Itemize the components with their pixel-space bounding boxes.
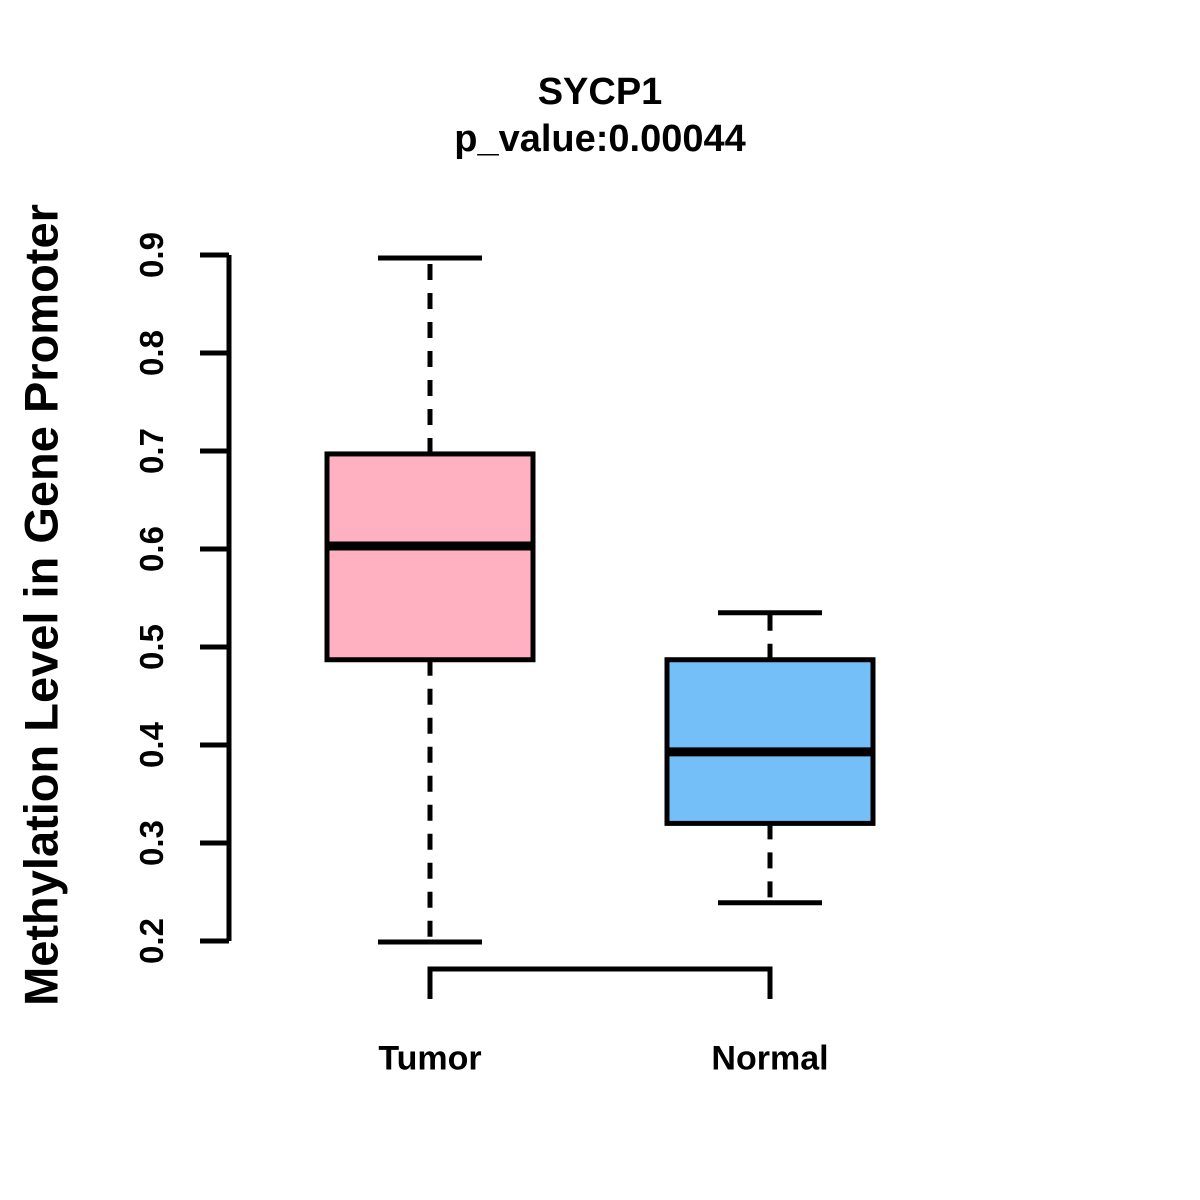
y-tick-label: 0.6 [133, 526, 170, 572]
y-tick-label: 0.8 [133, 330, 170, 376]
chart-title-block: SYCP1 p_value:0.00044 [0, 69, 1200, 163]
x-label-tumor: Tumor [378, 1039, 482, 1078]
x-label-normal: Normal [711, 1039, 829, 1078]
y-axis-label: Methylation Level in Gene Promoter [14, 204, 68, 1006]
chart-title: SYCP1 [537, 71, 663, 113]
chart-subtitle: p_value:0.00044 [454, 118, 746, 160]
y-tick-label: 0.7 [133, 428, 170, 474]
y-tick-label: 0.3 [133, 820, 170, 866]
y-tick-label: 0.5 [133, 624, 170, 670]
box-normal [664, 657, 876, 826]
y-tick-label: 0.4 [133, 721, 170, 768]
box-tumor [324, 451, 536, 663]
y-tick-label: 0.2 [133, 918, 170, 964]
y-tick-label: 0.9 [133, 232, 170, 278]
x-axis-bracket [427, 966, 773, 999]
